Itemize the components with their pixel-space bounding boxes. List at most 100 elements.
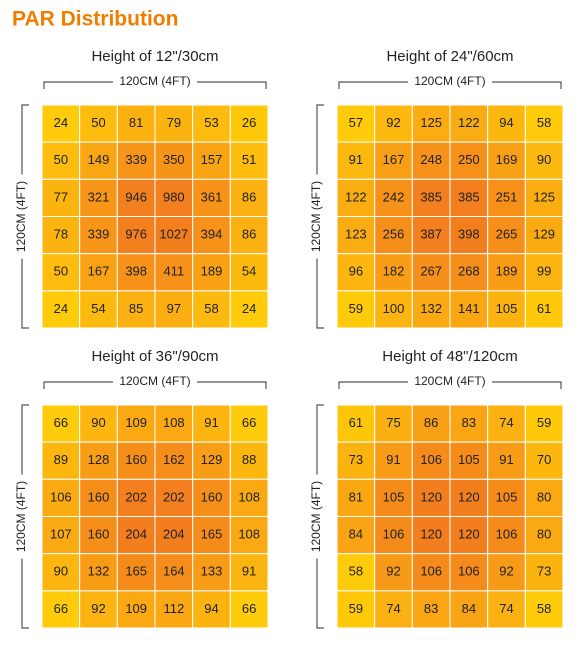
cell: [336, 253, 376, 292]
cell: [116, 478, 156, 518]
cell: [449, 216, 489, 255]
cell: [449, 590, 489, 629]
cell-value: 339: [125, 152, 147, 167]
cell-value: 24: [242, 301, 256, 316]
cell-value: 90: [54, 564, 68, 579]
cell-value: 73: [537, 564, 551, 579]
cell-value: 91: [242, 564, 256, 579]
cell: [229, 553, 269, 592]
cell: [229, 441, 269, 480]
cell-value: 120: [458, 489, 480, 504]
cell: [487, 590, 526, 629]
cell-value: 100: [383, 301, 405, 316]
cell: [79, 553, 118, 592]
cell-value: 250: [458, 152, 480, 167]
cell-value: 70: [537, 452, 551, 467]
cell-value: 89: [54, 452, 68, 467]
cell: [41, 104, 81, 143]
cell-value: 105: [383, 489, 405, 504]
cell: [116, 141, 156, 180]
cell-value: 99: [537, 264, 551, 279]
cell-value: 50: [54, 264, 68, 279]
height-label: 120CM (4FT): [309, 181, 323, 252]
width-label: 120CM (4FT): [414, 74, 485, 88]
cell: [229, 404, 269, 443]
cell: [79, 141, 118, 180]
cell-value: 112: [163, 601, 184, 616]
cell-value: 78: [54, 227, 68, 242]
cell: [524, 253, 564, 292]
cell-value: 91: [349, 152, 363, 167]
cell-value: 160: [88, 489, 110, 504]
cell: [524, 590, 564, 629]
cell-value: 242: [383, 189, 405, 204]
cell-value: 58: [349, 564, 363, 579]
cell-value: 204: [163, 527, 185, 542]
cell-value: 165: [125, 564, 147, 579]
cell-value: 90: [91, 415, 105, 430]
cell-value: 88: [242, 452, 256, 467]
cell: [192, 478, 231, 518]
cell-value: 398: [125, 264, 147, 279]
cell: [192, 178, 231, 217]
cell-value: 85: [129, 301, 143, 316]
cell: [524, 178, 564, 217]
cell: [524, 141, 564, 180]
cell-value: 125: [420, 115, 442, 130]
cell: [41, 178, 81, 217]
cell: [229, 216, 269, 255]
cell: [192, 253, 231, 292]
cell-value: 54: [242, 264, 256, 279]
cell-value: 182: [383, 264, 405, 279]
cell-value: 66: [54, 601, 68, 616]
cell: [411, 178, 451, 217]
cell: [487, 553, 526, 592]
cell: [487, 253, 526, 292]
cell: [487, 178, 526, 217]
cell: [374, 253, 413, 292]
cell-value: 84: [462, 601, 476, 616]
cell: [229, 478, 269, 518]
bracket-label-bg: [408, 374, 492, 390]
cell: [411, 253, 451, 292]
cell: [336, 404, 376, 443]
bracket-label-bg: [14, 474, 30, 559]
cell: [487, 216, 526, 255]
cell-value: 74: [499, 601, 513, 616]
cell: [229, 290, 269, 329]
cell: [411, 516, 451, 555]
cell: [154, 290, 194, 329]
cell: [374, 553, 413, 592]
cell-value: 54: [91, 301, 105, 316]
cell: [487, 441, 526, 480]
bracket-label-bg: [408, 74, 492, 90]
cell-value: 109: [125, 601, 147, 616]
cell: [192, 290, 231, 329]
cell-value: 66: [242, 415, 256, 430]
cell-value: 157: [201, 152, 223, 167]
cell: [411, 404, 451, 443]
cell: [154, 553, 194, 592]
cell-value: 339: [88, 227, 110, 242]
cell: [449, 553, 489, 592]
cell-value: 105: [496, 301, 518, 316]
cell: [192, 404, 231, 443]
bracket-label-bg: [14, 174, 30, 259]
cell: [449, 404, 489, 443]
cell-value: 58: [537, 601, 551, 616]
cell-value: 86: [242, 227, 256, 242]
cell-value: 24: [54, 115, 68, 130]
cell-value: 132: [88, 564, 110, 579]
cell: [374, 590, 413, 629]
cell-value: 248: [420, 152, 442, 167]
cell: [229, 516, 269, 555]
cell-value: 92: [386, 115, 400, 130]
cell: [374, 141, 413, 180]
cell-value: 169: [496, 152, 518, 167]
cell-value: 50: [54, 152, 68, 167]
cell: [116, 590, 156, 629]
cell-value: 1027: [159, 227, 188, 242]
cell-value: 202: [125, 489, 147, 504]
cell-value: 58: [537, 115, 551, 130]
cell: [487, 290, 526, 329]
